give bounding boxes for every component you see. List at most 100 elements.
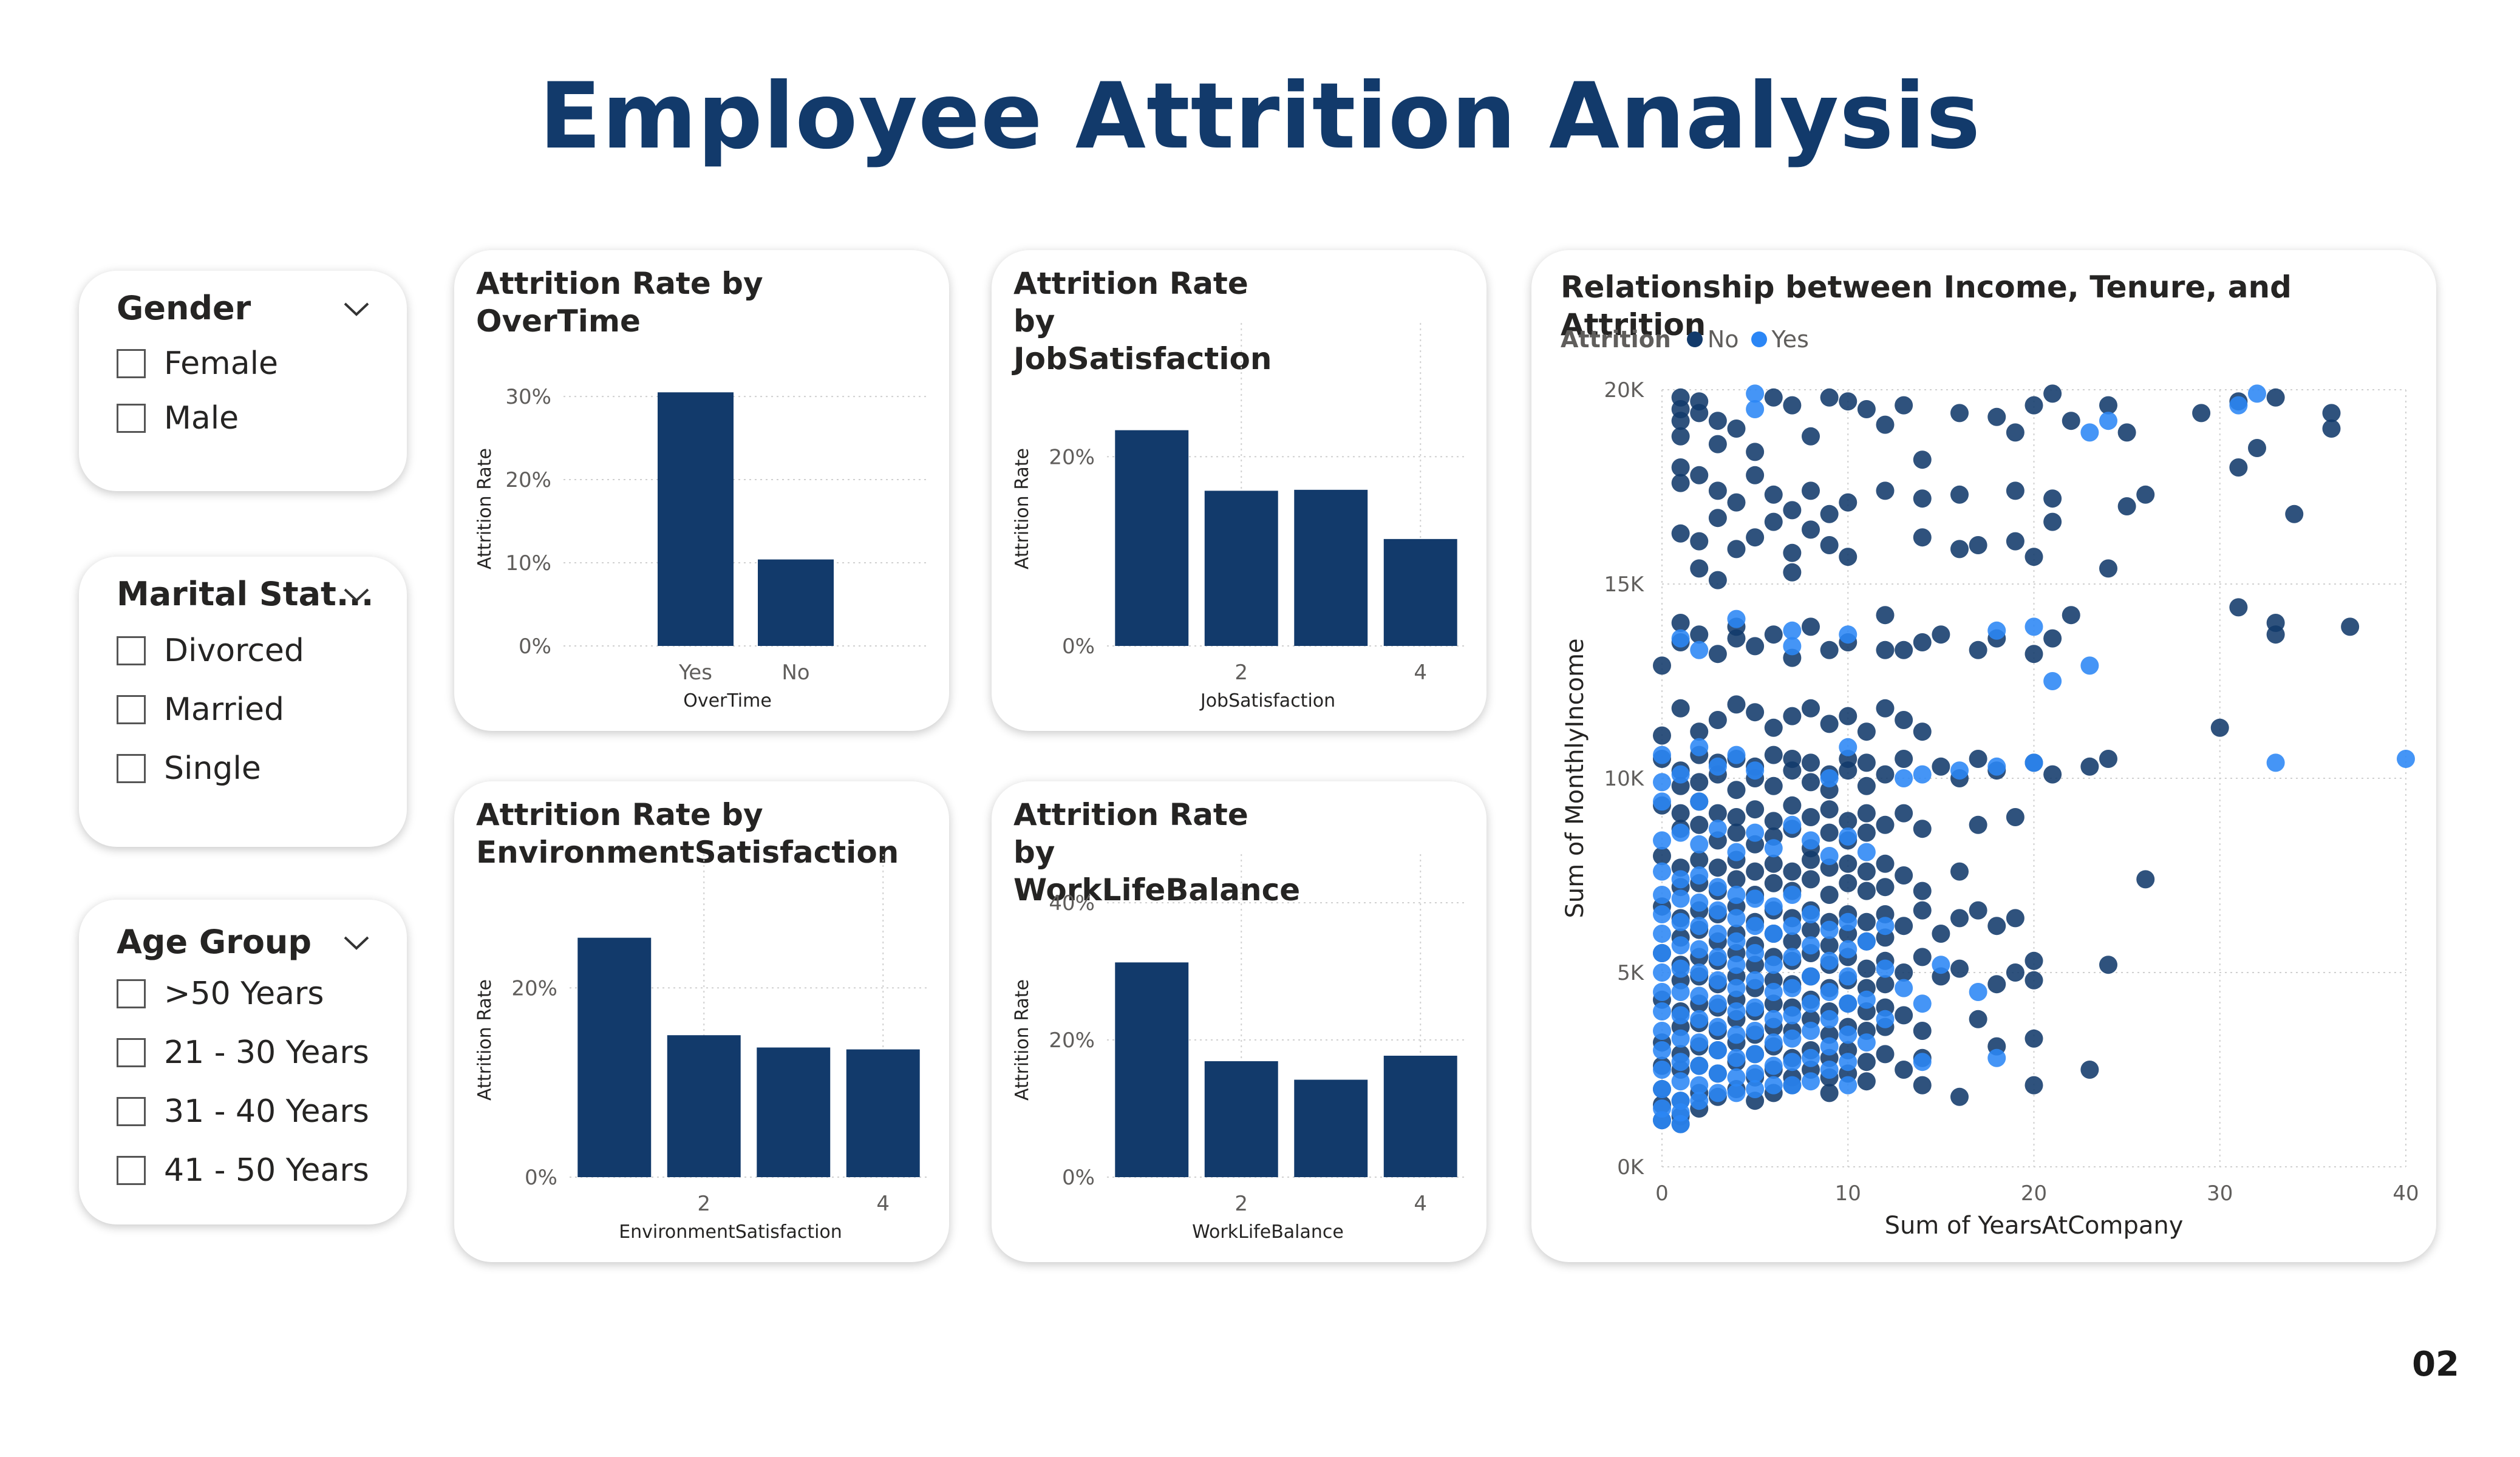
y-axis-title: Attrition Rate <box>1012 979 1033 1101</box>
scatter-point <box>1820 951 1839 970</box>
scatter-point <box>1969 815 1987 834</box>
scatter-point <box>1764 897 1783 916</box>
age-option-41-50[interactable]: 41 - 50 Years <box>117 1149 369 1192</box>
scatter-point <box>1671 1029 1690 1048</box>
x-tick-label: 0 <box>1655 1181 1669 1206</box>
y-tick-label: 20K <box>1604 378 1644 402</box>
environment-satisfaction-bar-chart[interactable]: 0% 20% 2 4 EnvironmentSatisfaction Attrition … <box>454 781 949 1262</box>
scatter-point <box>1671 458 1690 477</box>
scatter-point <box>1746 944 1765 962</box>
scatter-point <box>1746 1080 1765 1098</box>
x-tick-label: 4 <box>876 1192 890 1216</box>
income-tenure-scatter[interactable]: 0K 5K 10K 15K 20K 0 10 20 30 40 Sum of YearsAtComp… <box>1531 250 2436 1262</box>
scatter-point <box>1876 606 1895 625</box>
scatter-point <box>1820 983 1839 1001</box>
bar <box>1294 1079 1368 1177</box>
scatter-point <box>1746 917 1765 936</box>
checkbox[interactable] <box>117 695 146 724</box>
scatter-point <box>1727 540 1746 559</box>
scatter-point <box>1857 990 1876 1009</box>
gender-option-male[interactable]: Male <box>117 397 239 440</box>
worklife-balance-bar-chart[interactable]: 0% 20% 40% 2 4 WorkLifeBalance Attrition Rate <box>992 781 1486 1262</box>
scatter-point <box>2006 963 2025 982</box>
marital-option-married[interactable]: Married <box>117 688 284 731</box>
bar <box>658 392 734 646</box>
scatter-point <box>1708 509 1727 528</box>
y-tick-label: 10K <box>1604 767 1644 791</box>
option-label: >50 Years <box>164 976 324 1012</box>
marital-option-single[interactable]: Single <box>117 747 261 790</box>
legend-item-no[interactable]: No <box>1707 326 1739 353</box>
scatter-point <box>1857 804 1876 823</box>
gender-option-female[interactable]: Female <box>117 342 278 385</box>
x-axis-title: JobSatisfaction <box>1199 690 1335 712</box>
x-tick-label: Yes <box>678 661 712 685</box>
scatter-point <box>1839 1025 1858 1044</box>
scatter-point <box>1746 800 1765 819</box>
bar <box>1204 491 1278 646</box>
scatter-point <box>1764 745 1783 764</box>
job-satisfaction-bar-chart[interactable]: 0% 20% 2 4 JobSatisfaction Attrition Rate <box>992 250 1486 731</box>
scatter-point <box>1764 1033 1783 1052</box>
x-tick-label: 40 <box>2392 1181 2419 1206</box>
checkbox[interactable] <box>117 349 146 378</box>
checkbox[interactable] <box>117 636 146 665</box>
scatter-point <box>1671 474 1690 492</box>
scatter-point <box>1802 851 1820 869</box>
scatter-point <box>1839 1076 1858 1095</box>
scatter-point <box>1764 854 1783 873</box>
scatter-point <box>1690 917 1709 936</box>
bar <box>1115 430 1189 646</box>
option-label: 21 - 30 Years <box>164 1034 369 1071</box>
scatter-point <box>1708 435 1727 453</box>
scatter-point <box>1839 1053 1858 1072</box>
scatter-point <box>1727 1084 1746 1102</box>
scatter-point <box>1653 831 1671 850</box>
age-option-21-30[interactable]: 21 - 30 Years <box>117 1031 369 1074</box>
scatter-point <box>1764 839 1783 858</box>
scatter-point <box>1783 563 1802 582</box>
scatter-point <box>1690 1092 1709 1110</box>
scatter-point <box>1727 886 1746 904</box>
chevron-down-icon[interactable] <box>341 296 372 321</box>
age-group-slicer: Age Group >50 Years 21 - 30 Years 31 - 4… <box>79 900 407 1224</box>
scatter-point <box>1913 1053 1932 1072</box>
scatter-point <box>1895 917 1913 936</box>
marital-option-divorced[interactable]: Divorced <box>117 630 304 672</box>
age-option-over-50[interactable]: >50 Years <box>117 973 324 1015</box>
scatter-point <box>1746 998 1765 1017</box>
checkbox[interactable] <box>117 404 146 433</box>
scatter-point <box>2025 548 2043 566</box>
scatter-point <box>1708 925 1727 943</box>
scatter-point <box>1839 827 1858 846</box>
scatter-point <box>2006 423 2025 442</box>
bar <box>1294 489 1368 646</box>
checkbox[interactable] <box>117 1097 146 1126</box>
scatter-point <box>2322 404 2341 423</box>
scatter-point <box>2099 956 2117 974</box>
scatter-point <box>1727 1002 1746 1021</box>
legend-title: Attrition <box>1561 326 1671 353</box>
chevron-down-icon[interactable] <box>341 930 372 954</box>
overtime-bar-chart[interactable]: 0% 10% 20% 30% Yes No OverTime Attrition Rate <box>454 250 949 731</box>
checkbox[interactable] <box>117 979 146 1008</box>
scatter-point <box>2043 629 2062 648</box>
age-option-31-40[interactable]: 31 - 40 Years <box>117 1090 369 1133</box>
checkbox[interactable] <box>117 1038 146 1067</box>
scatter-point <box>1708 901 1727 920</box>
y-tick-label: 20% <box>1049 445 1095 469</box>
scatter-point <box>1839 812 1858 830</box>
scatter-point <box>1932 956 1950 974</box>
scatter-point <box>2285 504 2304 523</box>
legend-item-yes[interactable]: Yes <box>1771 326 1809 353</box>
scatter-point <box>1671 1006 1690 1025</box>
scatter-point <box>1857 1053 1876 1072</box>
scatter-point <box>2006 532 2025 551</box>
scatter-point <box>1857 753 1876 772</box>
scatter-point <box>1727 610 1746 628</box>
checkbox[interactable] <box>117 754 146 783</box>
chevron-down-icon[interactable] <box>341 582 372 606</box>
checkbox[interactable] <box>117 1156 146 1185</box>
scatter-point <box>1913 765 1932 784</box>
scatter-point <box>1764 718 1783 737</box>
